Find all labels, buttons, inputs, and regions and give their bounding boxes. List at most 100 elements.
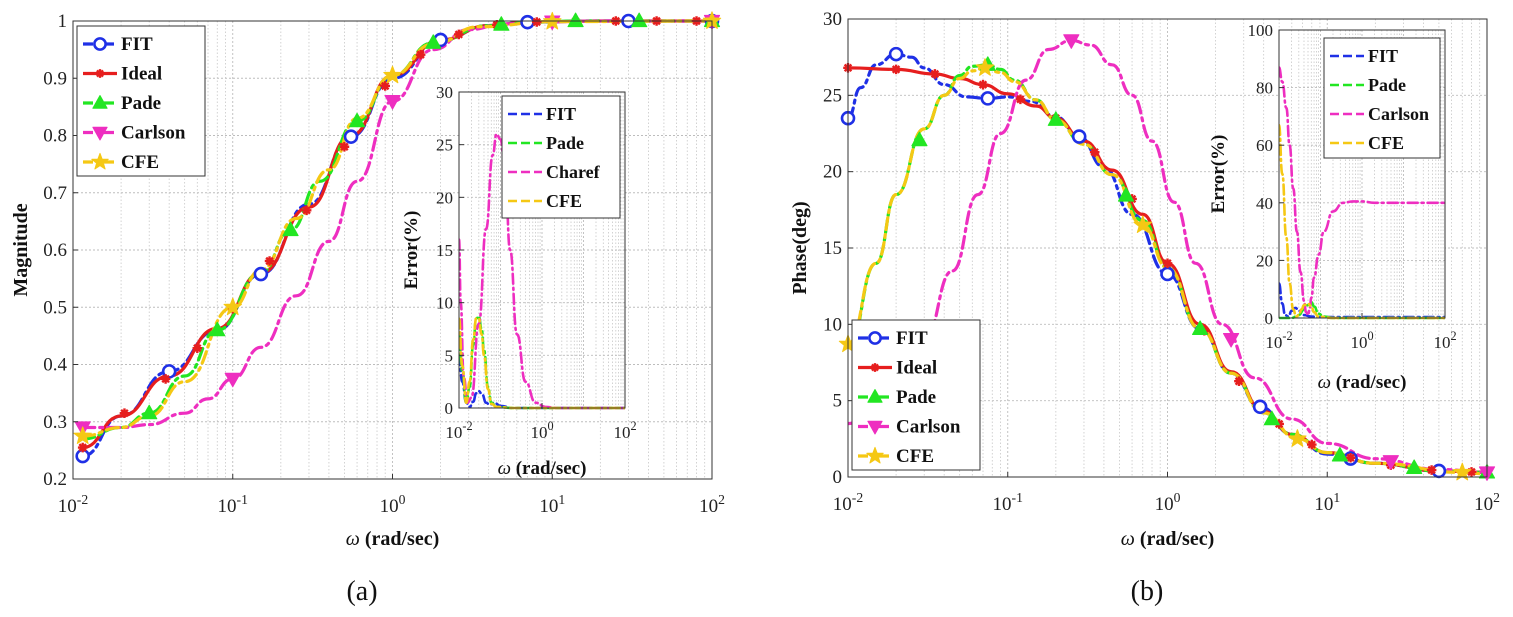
- series-group: [459, 132, 625, 410]
- x-ticks: 10-2 10-1 100 101 102: [833, 472, 1500, 515]
- y-tick-label: 20: [823, 162, 842, 183]
- marker-cfe: [1288, 429, 1307, 447]
- marker-fit: [1071, 129, 1087, 144]
- marker-pade: [141, 404, 158, 420]
- marker-pade: [1406, 459, 1423, 475]
- x-tick-label: 10-2: [58, 492, 89, 517]
- y-tick-label: 0.2: [43, 469, 67, 490]
- legend-label-fit: FIT: [546, 104, 576, 124]
- legend-label-ideal: Ideal: [121, 64, 162, 85]
- marker-pade: [567, 12, 584, 28]
- x-tick-label: 10-2: [833, 490, 864, 515]
- y-tick-label: 25: [823, 85, 842, 106]
- marker-carlson: [1063, 34, 1080, 49]
- y-ticks: 0.2 0.3 0.4 0.5 0.6 0.7 0.8 0.9 1: [43, 11, 78, 490]
- legend-label-carlson: Carlson: [121, 123, 186, 144]
- legend-box: [501, 95, 621, 219]
- y-ticks: 0 5 10 15 20 25 30: [436, 83, 464, 418]
- y-axis-label: Phase(deg): [789, 201, 811, 294]
- marker-ideal: [301, 205, 312, 216]
- marker-pade: [425, 34, 442, 49]
- series-line-carlson: [848, 38, 1487, 474]
- y-tick-label: 30: [823, 9, 842, 30]
- legend: FIT Pade Charef CFE: [501, 95, 621, 219]
- legend: FIT Pade Carlson CFE: [1323, 37, 1441, 159]
- y-tick-label: 100: [1248, 21, 1274, 40]
- legend-marker-fit: [868, 331, 882, 345]
- marker-pade: [209, 321, 226, 337]
- marker-fit: [520, 14, 535, 30]
- y-tick-label: 0.3: [43, 412, 67, 433]
- panel-label-a: (a): [346, 576, 377, 607]
- x-ticks: 10-2 100 102: [1265, 313, 1457, 352]
- marker-ideal: [119, 408, 130, 419]
- x-tick-label: 100: [1350, 329, 1373, 352]
- marker-ideal: [1234, 376, 1244, 387]
- marker-cfe: [1453, 462, 1472, 481]
- x-axis-label: ω (rad/sec): [1318, 372, 1407, 393]
- x-tick-label: 100: [380, 492, 406, 517]
- y-tick-label: 40: [1256, 194, 1273, 213]
- y-tick-label: 80: [1256, 79, 1273, 98]
- legend-marker-cfe: [866, 446, 884, 464]
- marker-ideal: [1015, 94, 1026, 105]
- marker-ideal: [1345, 452, 1356, 463]
- legend-marker-pade: [867, 389, 883, 403]
- marker-fit: [253, 266, 269, 282]
- x-tick-label: 102: [699, 492, 725, 517]
- marker-ideal: [192, 343, 203, 353]
- x-axis-label: ω (rad/sec): [1121, 528, 1215, 550]
- x-ticks: 10-2 10-1 100 101 102: [58, 474, 725, 517]
- y-tick-label: 15: [436, 241, 453, 260]
- y-tick-label: 0: [833, 467, 843, 488]
- y-tick-label: 5: [445, 346, 454, 365]
- legend-marker-cfe: [91, 152, 109, 170]
- grid: [1278, 29, 1446, 319]
- legend-label-ideal: Ideal: [896, 358, 937, 379]
- legend-label-fit: FIT: [121, 34, 153, 55]
- y-ticks: 0 5 10 15 20 25 30: [823, 9, 853, 488]
- y-tick-label: 0.8: [43, 126, 67, 147]
- legend-marker-ideal: [95, 69, 105, 78]
- x-tick-label: 100: [1155, 490, 1181, 515]
- series-group: [848, 38, 1487, 476]
- y-tick-label: 0.6: [43, 240, 67, 261]
- y-tick-label: 0.9: [43, 68, 67, 89]
- marker-fit: [888, 46, 904, 62]
- series-line-cfe: [459, 317, 625, 410]
- marker-pade: [1117, 187, 1135, 202]
- marker-pade: [1263, 410, 1280, 426]
- series-line-pade: [81, 19, 712, 441]
- y-tick-label: 15: [823, 238, 842, 259]
- marker-ideal: [264, 256, 275, 266]
- x-tick-label: 102: [613, 419, 636, 442]
- y-axis-label: Error(%): [401, 211, 422, 290]
- x-tick-label: 102: [1433, 329, 1456, 352]
- x-tick-label: 10-2: [1265, 329, 1292, 352]
- marker-cfe: [1133, 215, 1152, 233]
- marker-pade: [1331, 446, 1348, 462]
- y-tick-label: 0.7: [43, 183, 67, 204]
- marker-carlson: [1222, 332, 1240, 348]
- x-tick-label: 10-2: [445, 419, 472, 442]
- marker-fit: [1160, 266, 1175, 282]
- marker-ideal: [1466, 467, 1477, 477]
- marker-ideal: [77, 442, 88, 453]
- y-tick-label: 60: [1256, 136, 1273, 155]
- legend-label-fit: FIT: [1368, 46, 1398, 66]
- legend-label-pade: Pade: [121, 93, 161, 114]
- marker-carlson: [384, 95, 401, 110]
- marker-cfe: [975, 58, 995, 76]
- legend: FIT Ideal Pade Carlson CFE: [851, 319, 981, 471]
- y-axis-label: Error(%): [1208, 135, 1229, 214]
- marker-fit: [980, 91, 996, 106]
- legend-label-pade: Pade: [546, 133, 584, 153]
- legend-label-carlson: Carlson: [1368, 104, 1429, 124]
- legend-label-cfe: CFE: [1368, 133, 1404, 153]
- marker-ideal: [380, 81, 390, 91]
- x-tick-label: 102: [1474, 490, 1500, 515]
- marker-cfe: [73, 426, 92, 444]
- series-line-cfe: [81, 19, 712, 438]
- marker-ideal: [531, 17, 542, 27]
- legend-marker-ideal: [870, 363, 880, 372]
